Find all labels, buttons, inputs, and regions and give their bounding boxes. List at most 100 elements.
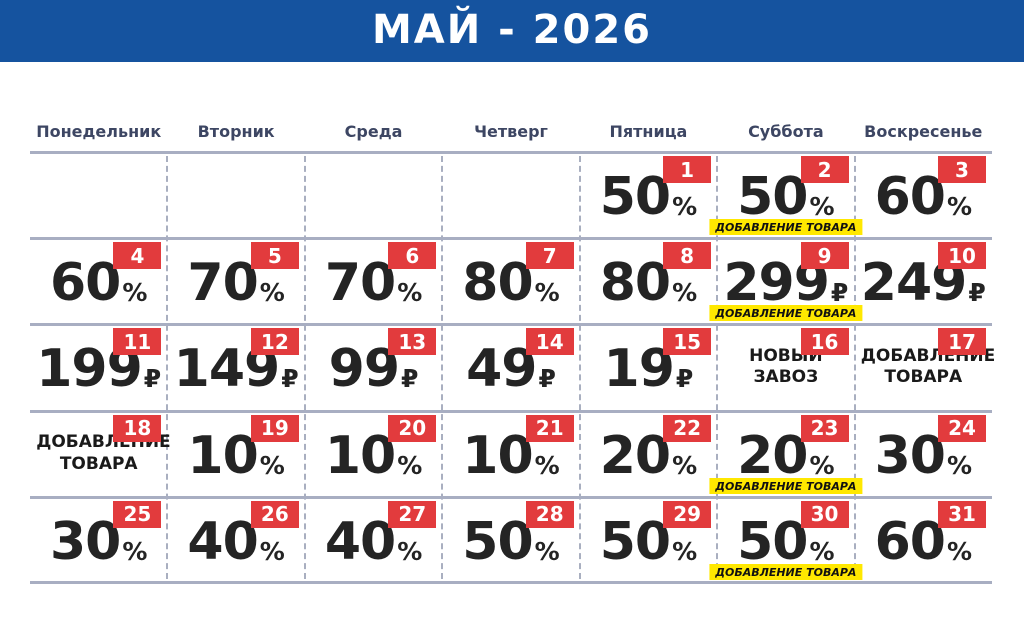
discount-number: 19 xyxy=(603,339,675,400)
day-number-badge: 8 xyxy=(663,242,712,270)
discount-value: 70% xyxy=(187,257,284,309)
day-number-badge: 4 xyxy=(113,242,162,270)
discount-number: 30 xyxy=(874,425,946,486)
discount-unit: % xyxy=(534,536,560,566)
discount-unit: % xyxy=(946,450,972,480)
day-number-badge: 16 xyxy=(800,328,849,356)
calendar-cell-day-22: 22 20% xyxy=(580,411,717,497)
calendar-cell-day-19: 19 10% xyxy=(167,411,304,497)
discount-number: 60 xyxy=(874,511,946,572)
day-number-badge: 22 xyxy=(663,414,712,442)
discount-unit: % xyxy=(397,536,423,566)
discount-value: 50% xyxy=(600,516,697,568)
discount-value: 80% xyxy=(600,257,697,309)
discount-unit: ₽ xyxy=(968,278,986,308)
weekday-label-saturday: Суббота xyxy=(748,122,824,141)
calendar-cell-day-17: 17 ДОБАВЛЕНИЕ ТОВАРА xyxy=(855,324,995,410)
discount-unit: % xyxy=(809,192,835,222)
discount-value: 19₽ xyxy=(604,343,694,395)
column-divider-line xyxy=(166,156,169,579)
discount-value: 60% xyxy=(875,516,972,568)
day-number-badge: 13 xyxy=(388,328,437,356)
discount-number: 70 xyxy=(187,253,258,314)
cell-text: НОВЫЙ ЗАВОЗ xyxy=(749,346,823,388)
calendar-cell-empty xyxy=(305,152,442,238)
calendar-cell-empty xyxy=(167,152,304,238)
calendar-cell-day-12: 12 149₽ xyxy=(167,324,304,410)
discount-number: 80 xyxy=(599,253,671,314)
discount-unit: ₽ xyxy=(675,364,694,394)
discount-number: 99 xyxy=(328,339,400,400)
day-number-badge: 14 xyxy=(525,328,574,356)
discount-number: 49 xyxy=(466,339,537,400)
discount-unit: ₽ xyxy=(281,364,299,394)
calendar-cell-day-16: 16 НОВЫЙ ЗАВОЗ xyxy=(717,324,854,410)
calendar-cell-day-7: 7 80% xyxy=(442,238,579,324)
discount-unit: % xyxy=(809,450,835,480)
discount-unit: % xyxy=(259,278,285,308)
month-title: МАЙ - 2026 xyxy=(371,7,653,53)
day-number-badge: 7 xyxy=(525,242,574,270)
calendar-cell-day-30: 30 50% ДОБАВЛЕНИЕ ТОВАРА xyxy=(709,497,863,583)
row-divider-line xyxy=(30,581,992,584)
column-divider-line xyxy=(578,156,581,579)
day-number-badge: 2 xyxy=(800,156,849,183)
calendar-cell-day-6: 6 70% xyxy=(305,238,442,324)
day-number-badge: 29 xyxy=(663,500,712,528)
discount-value: 50% xyxy=(600,171,697,223)
day-number-badge: 17 xyxy=(938,328,986,356)
calendar-cell-day-9: 9 299₽ ДОБАВЛЕНИЕ ТОВАРА xyxy=(709,238,863,324)
column-divider-line xyxy=(853,156,856,579)
discount-value: 40% xyxy=(187,516,284,568)
product-addition-badge: ДОБАВЛЕНИЕ ТОВАРА xyxy=(709,305,863,322)
discount-value: 50% xyxy=(462,516,559,568)
calendar-cell-day-14: 14 49₽ xyxy=(442,324,579,410)
discount-number: 10 xyxy=(324,425,396,486)
calendar-cell-day-23: 23 20% ДОБАВЛЕНИЕ ТОВАРА xyxy=(709,411,863,497)
day-number-badge: 28 xyxy=(525,500,574,528)
discount-value: 20% xyxy=(600,430,697,482)
discount-unit: % xyxy=(809,536,835,566)
calendar-cell-day-15: 15 19₽ xyxy=(580,324,717,410)
day-number-badge: 24 xyxy=(938,414,986,442)
discount-unit: % xyxy=(259,450,285,480)
discount-unit: % xyxy=(672,450,698,480)
calendar-cell-day-18: 18 ДОБАВЛЕНИЕ ТОВАРА xyxy=(30,411,171,497)
day-number-badge: 23 xyxy=(800,414,849,442)
weekday-label-wednesday: Среда xyxy=(344,122,403,141)
column-divider-line xyxy=(716,156,719,579)
discount-number: 50 xyxy=(599,511,671,572)
discount-number: 40 xyxy=(324,511,396,572)
discount-unit: ₽ xyxy=(401,364,419,394)
discount-number: 20 xyxy=(599,425,671,486)
discount-number: 60 xyxy=(49,253,121,314)
product-addition-badge: ДОБАВЛЕНИЕ ТОВАРА xyxy=(709,563,863,580)
day-number-badge: 25 xyxy=(113,500,162,528)
discount-value: 10% xyxy=(325,430,422,482)
calendar-cell-day-10: 10 249₽ xyxy=(855,238,992,324)
calendar-grid: 1 50% 2 50% ДОБАВЛЕНИЕ ТОВАРА 3 60% 4 60% 5 70% 6 70… xyxy=(30,151,995,584)
calendar-cell-day-5: 5 70% xyxy=(167,238,304,324)
calendar-cell-empty xyxy=(442,152,579,238)
discount-number: 70 xyxy=(324,253,396,314)
calendar-cell-day-29: 29 50% xyxy=(580,497,717,583)
discount-unit: % xyxy=(122,278,148,308)
day-number-badge: 15 xyxy=(663,328,712,356)
day-number-badge: 26 xyxy=(250,500,299,528)
calendar-cell-day-4: 4 60% xyxy=(30,238,167,324)
discount-unit: ₽ xyxy=(830,278,849,308)
product-addition-badge: ДОБАВЛЕНИЕ ТОВАРА xyxy=(709,219,863,236)
discount-value: 49₽ xyxy=(466,343,556,395)
discount-unit: % xyxy=(672,278,698,308)
discount-value: 40% xyxy=(325,516,422,568)
calendar-cell-day-13: 13 99₽ xyxy=(305,324,442,410)
calendar-cell-day-11: 11 199₽ xyxy=(30,324,167,410)
month-banner: МАЙ - 2026 xyxy=(0,0,1024,62)
discount-unit: % xyxy=(672,536,698,566)
product-addition-badge: ДОБАВЛЕНИЕ ТОВАРА xyxy=(709,477,863,494)
discount-unit: ₽ xyxy=(143,364,162,394)
discount-unit: % xyxy=(672,192,698,222)
calendar-cell-day-20: 20 10% xyxy=(305,411,442,497)
day-number-badge: 10 xyxy=(938,242,986,270)
discount-number: 50 xyxy=(462,511,533,572)
